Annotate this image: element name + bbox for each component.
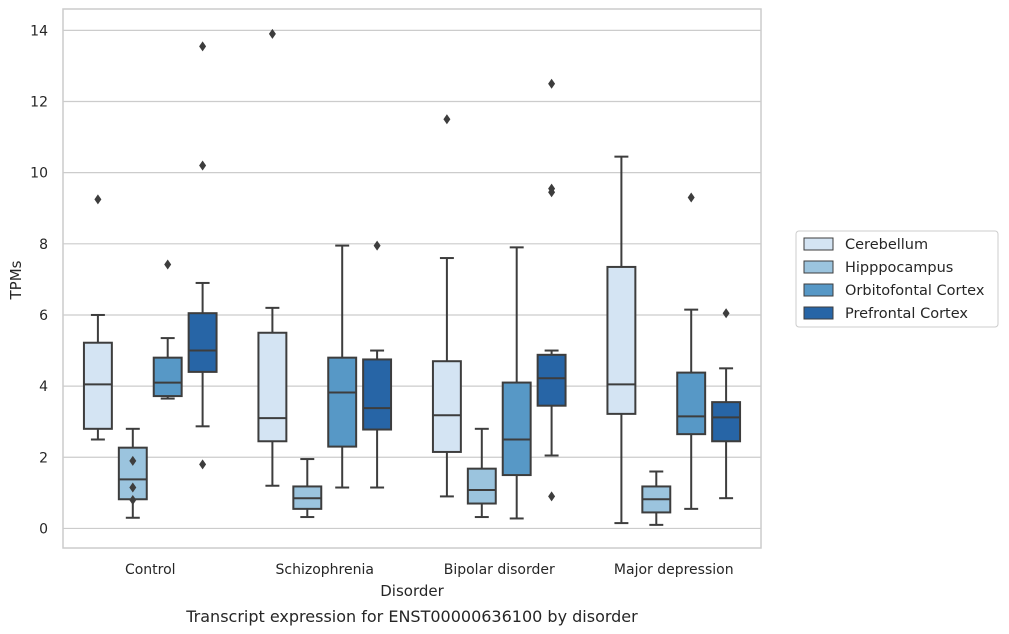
x-axis-ticks: Control Schizophrenia Bipolar disorder Majo… bbox=[125, 562, 734, 578]
y-axis-ticks: 0 2 4 6 8 10 12 14 bbox=[30, 23, 48, 537]
legend-swatch bbox=[803, 306, 834, 320]
box-iqr bbox=[187, 312, 218, 373]
legend-swatch bbox=[803, 283, 834, 297]
box-group bbox=[117, 427, 148, 519]
legend: Cerebellum Hipppocampus Orbitofontal Corte… bbox=[795, 230, 999, 328]
legend-label: Orbitofontal Cortex bbox=[845, 283, 985, 299]
outlier-point bbox=[129, 494, 137, 505]
plot-area-frame bbox=[62, 8, 762, 549]
y-tick-label: 0 bbox=[39, 521, 48, 537]
legend-label: Prefrontal Cortex bbox=[845, 306, 968, 322]
y-tick-label: 10 bbox=[30, 166, 48, 182]
box-iqr bbox=[501, 381, 532, 477]
y-tick-label: 6 bbox=[39, 308, 48, 324]
box-group bbox=[327, 244, 358, 489]
box-group bbox=[466, 427, 497, 519]
box-group bbox=[676, 192, 707, 510]
outlier-point bbox=[443, 114, 451, 125]
box-group bbox=[501, 246, 532, 520]
y-tick-label: 8 bbox=[39, 237, 48, 253]
outlier-point bbox=[129, 482, 137, 493]
y-tick-label: 12 bbox=[30, 95, 48, 111]
box-group bbox=[362, 240, 393, 489]
outlier-point bbox=[94, 194, 102, 205]
box-iqr bbox=[362, 358, 393, 431]
y-axis-label: TPMs bbox=[7, 260, 25, 300]
box-iqr bbox=[152, 356, 183, 398]
x-tick-label: Control bbox=[125, 562, 176, 578]
box-group bbox=[187, 41, 218, 470]
legend-label: Hipppocampus bbox=[845, 260, 953, 276]
series-cerebellum bbox=[82, 28, 637, 525]
x-tick-label: Bipolar disorder bbox=[444, 562, 555, 578]
chart-caption: Transcript expression for ENST0000063610… bbox=[185, 607, 638, 626]
box-iqr bbox=[431, 360, 462, 453]
outlier-point bbox=[373, 240, 381, 251]
outlier-point bbox=[722, 308, 730, 319]
legend-swatch bbox=[803, 260, 834, 274]
box-group bbox=[152, 259, 183, 400]
box-group bbox=[711, 308, 742, 500]
box-group bbox=[641, 470, 672, 526]
box-iqr bbox=[327, 356, 358, 448]
box-group bbox=[536, 78, 567, 502]
series-hipppocampus bbox=[117, 427, 672, 526]
box-group bbox=[606, 155, 637, 525]
box-iqr bbox=[257, 331, 288, 443]
outlier-point bbox=[199, 459, 207, 470]
legend-label: Cerebellum bbox=[845, 237, 928, 253]
box-iqr bbox=[676, 371, 707, 436]
outlier-point bbox=[548, 187, 556, 198]
box-iqr bbox=[536, 353, 567, 407]
box-iqr bbox=[82, 341, 113, 430]
legend-swatch bbox=[803, 237, 834, 251]
box-group bbox=[292, 458, 323, 519]
box-group bbox=[82, 194, 113, 441]
box-iqr bbox=[606, 265, 637, 415]
box-iqr bbox=[711, 401, 742, 443]
series-prefrontal-cortex bbox=[187, 41, 742, 502]
x-tick-label: Schizophrenia bbox=[276, 562, 374, 578]
outlier-point bbox=[164, 259, 172, 270]
box-series bbox=[82, 28, 742, 526]
x-tick-label: Major depression bbox=[614, 562, 734, 578]
box-group bbox=[257, 28, 288, 487]
outlier-point bbox=[548, 78, 556, 89]
gridlines bbox=[63, 29, 761, 530]
series-orbitofontal-cortex bbox=[152, 192, 707, 520]
outlier-point bbox=[687, 192, 695, 203]
box-iqr bbox=[466, 467, 497, 505]
y-tick-label: 2 bbox=[39, 450, 48, 466]
y-tick-label: 4 bbox=[39, 379, 48, 395]
x-axis-label: Disorder bbox=[380, 582, 444, 600]
legend-frame bbox=[795, 230, 999, 328]
outlier-point bbox=[129, 455, 137, 466]
box-group bbox=[431, 114, 462, 498]
outlier-point bbox=[268, 28, 276, 39]
outlier-point bbox=[548, 491, 556, 502]
outlier-point bbox=[199, 41, 207, 52]
outlier-point bbox=[199, 160, 207, 171]
y-tick-label: 14 bbox=[30, 23, 48, 39]
